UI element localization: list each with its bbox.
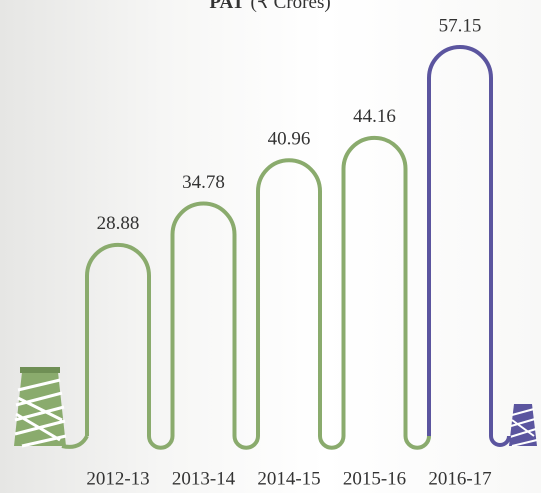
chart-title-group: PAT (₹ Crores) xyxy=(209,0,330,13)
x-tick-label: 2012-13 xyxy=(86,468,149,489)
value-label: 57.15 xyxy=(439,15,482,36)
x-tick-label: 2014-15 xyxy=(257,468,320,489)
thread-connector xyxy=(403,435,431,450)
x-tick-label: 2013-14 xyxy=(172,468,236,489)
left-spool xyxy=(14,367,67,448)
chart-subtitle: (₹ Crores) xyxy=(251,0,331,13)
x-tick-label: 2016-17 xyxy=(428,468,491,489)
thread-loop xyxy=(256,158,322,436)
value-label: 28.88 xyxy=(97,213,140,234)
thread-loop xyxy=(170,201,237,436)
thread-loop xyxy=(341,135,408,436)
thread-connector xyxy=(232,435,260,450)
thread-connector xyxy=(318,435,346,450)
chart-title: PAT xyxy=(209,0,245,13)
thread-start xyxy=(61,435,89,449)
x-tick-label: 2015-16 xyxy=(343,468,406,489)
right-spool xyxy=(509,404,538,447)
thread-loop xyxy=(427,45,493,436)
value-label: 44.16 xyxy=(353,106,396,127)
thread-loop xyxy=(85,242,151,436)
thread-connector xyxy=(489,435,511,447)
value-label: 40.96 xyxy=(268,129,311,150)
thread-connector xyxy=(147,435,175,450)
value-label: 34.78 xyxy=(182,172,225,193)
